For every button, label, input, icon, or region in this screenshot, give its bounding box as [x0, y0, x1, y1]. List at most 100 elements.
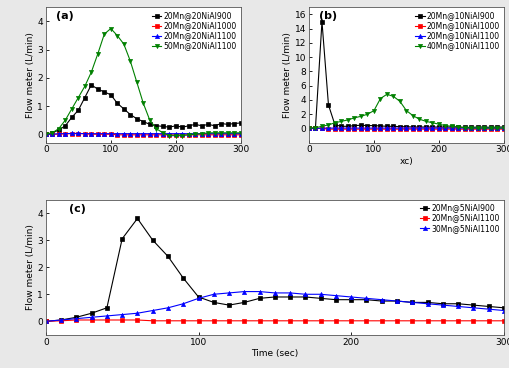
50Mn@20NiAl1100 — [199, 131, 205, 136]
40Mn@10NiAl1100 — [416, 117, 422, 121]
20Mn@5NiAl900 — [501, 305, 507, 310]
Legend: 20Mn@10NiAl900, 20Mn@10NiAl1000, 20Mn@10NiAl1100, 40Mn@10NiAl1100: 20Mn@10NiAl900, 20Mn@10NiAl1000, 20Mn@10… — [414, 10, 501, 52]
20Mn@20NiAl1000 — [238, 132, 244, 137]
20Mn@5NiAl900 — [333, 297, 339, 302]
20Mn@10NiAl1000 — [456, 127, 462, 131]
20Mn@5NiAl900 — [226, 303, 232, 307]
20Mn@10NiAl1000 — [468, 127, 474, 131]
50Mn@20NiAl1100 — [153, 126, 159, 131]
20Mn@20NiAl900 — [192, 122, 199, 127]
20Mn@5NiAl1100 — [165, 319, 171, 323]
20Mn@10NiAl1100 — [449, 126, 455, 130]
X-axis label: xc): xc) — [400, 157, 413, 166]
20Mn@10NiAl900 — [351, 123, 357, 128]
20Mn@10NiAl1100 — [306, 126, 312, 131]
20Mn@20NiAl900 — [101, 90, 107, 94]
40Mn@10NiAl1100 — [436, 122, 442, 126]
50Mn@20NiAl1100 — [56, 126, 62, 131]
20Mn@10NiAl1100 — [377, 126, 383, 130]
20Mn@20NiAl900 — [127, 112, 133, 117]
40Mn@10NiAl1100 — [488, 126, 494, 130]
40Mn@10NiAl1100 — [423, 119, 429, 124]
20Mn@20NiAl1100 — [127, 131, 133, 136]
40Mn@10NiAl1100 — [390, 94, 397, 99]
40Mn@10NiAl1100 — [468, 126, 474, 130]
40Mn@10NiAl1100 — [449, 124, 455, 128]
20Mn@5NiAl900 — [318, 296, 324, 301]
20Mn@5NiAl1100 — [470, 319, 476, 323]
20Mn@10NiAl900 — [390, 124, 397, 128]
20Mn@10NiAl1000 — [306, 126, 312, 131]
20Mn@20NiAl900 — [43, 132, 49, 137]
40Mn@10NiAl1100 — [319, 124, 325, 128]
20Mn@5NiAl900 — [43, 319, 49, 323]
30Mn@5NiAl1100 — [211, 292, 217, 297]
20Mn@20NiAl1100 — [199, 131, 205, 136]
20Mn@20NiAl900 — [238, 121, 244, 125]
50Mn@20NiAl1100 — [43, 132, 49, 137]
20Mn@5NiAl1100 — [425, 319, 431, 323]
20Mn@20NiAl1100 — [49, 132, 55, 137]
50Mn@20NiAl1100 — [173, 134, 179, 138]
Line: 40Mn@10NiAl1100: 40Mn@10NiAl1100 — [307, 92, 506, 131]
20Mn@5NiAl1100 — [486, 319, 492, 323]
20Mn@10NiAl1000 — [319, 126, 325, 131]
20Mn@5NiAl900 — [425, 300, 431, 305]
40Mn@10NiAl1100 — [338, 119, 345, 124]
20Mn@10NiAl1000 — [462, 127, 468, 131]
30Mn@5NiAl1100 — [119, 312, 125, 317]
20Mn@5NiAl1100 — [394, 319, 400, 323]
30Mn@5NiAl1100 — [486, 307, 492, 311]
20Mn@10NiAl1100 — [442, 126, 448, 130]
20Mn@10NiAl1000 — [377, 127, 383, 131]
20Mn@20NiAl1000 — [140, 132, 146, 137]
20Mn@10NiAl900 — [488, 125, 494, 130]
20Mn@10NiAl1000 — [494, 127, 500, 131]
Text: (c): (c) — [69, 204, 86, 213]
20Mn@20NiAl1000 — [160, 132, 166, 137]
20Mn@20NiAl1100 — [88, 131, 94, 136]
20Mn@10NiAl900 — [410, 125, 416, 129]
50Mn@20NiAl1100 — [49, 131, 55, 135]
20Mn@10NiAl1000 — [313, 126, 319, 131]
20Mn@20NiAl900 — [186, 124, 192, 128]
20Mn@10NiAl900 — [325, 103, 331, 107]
20Mn@20NiAl1100 — [69, 131, 75, 135]
30Mn@5NiAl1100 — [58, 318, 64, 322]
50Mn@20NiAl1100 — [114, 33, 120, 38]
20Mn@20NiAl900 — [75, 108, 81, 113]
20Mn@10NiAl900 — [494, 125, 500, 129]
20Mn@20NiAl1100 — [62, 131, 68, 136]
20Mn@5NiAl1100 — [150, 319, 156, 323]
20Mn@5NiAl900 — [486, 304, 492, 309]
20Mn@10NiAl900 — [423, 125, 429, 129]
20Mn@5NiAl900 — [394, 299, 400, 303]
20Mn@20NiAl1000 — [75, 131, 81, 136]
20Mn@20NiAl900 — [173, 124, 179, 128]
20Mn@20NiAl900 — [224, 122, 231, 127]
20Mn@20NiAl1100 — [212, 131, 218, 136]
50Mn@20NiAl1100 — [82, 84, 88, 89]
20Mn@20NiAl1100 — [179, 131, 185, 136]
20Mn@20NiAl1000 — [199, 132, 205, 137]
40Mn@10NiAl1100 — [462, 125, 468, 130]
20Mn@5NiAl900 — [379, 299, 385, 303]
20Mn@10NiAl1000 — [345, 127, 351, 131]
20Mn@10NiAl900 — [416, 125, 422, 129]
20Mn@10NiAl900 — [501, 125, 507, 129]
20Mn@5NiAl1100 — [409, 319, 415, 323]
20Mn@5NiAl1100 — [363, 319, 370, 323]
30Mn@5NiAl1100 — [73, 316, 79, 321]
20Mn@5NiAl900 — [89, 311, 95, 315]
20Mn@20NiAl1000 — [231, 132, 237, 137]
20Mn@20NiAl900 — [121, 107, 127, 111]
20Mn@20NiAl1100 — [218, 131, 224, 136]
20Mn@10NiAl900 — [345, 124, 351, 128]
20Mn@5NiAl900 — [134, 216, 140, 221]
50Mn@20NiAl1100 — [95, 52, 101, 56]
20Mn@20NiAl1100 — [224, 131, 231, 136]
20Mn@20NiAl900 — [108, 93, 114, 97]
30Mn@5NiAl1100 — [425, 301, 431, 306]
20Mn@10NiAl1100 — [423, 126, 429, 130]
50Mn@20NiAl1100 — [62, 118, 68, 122]
